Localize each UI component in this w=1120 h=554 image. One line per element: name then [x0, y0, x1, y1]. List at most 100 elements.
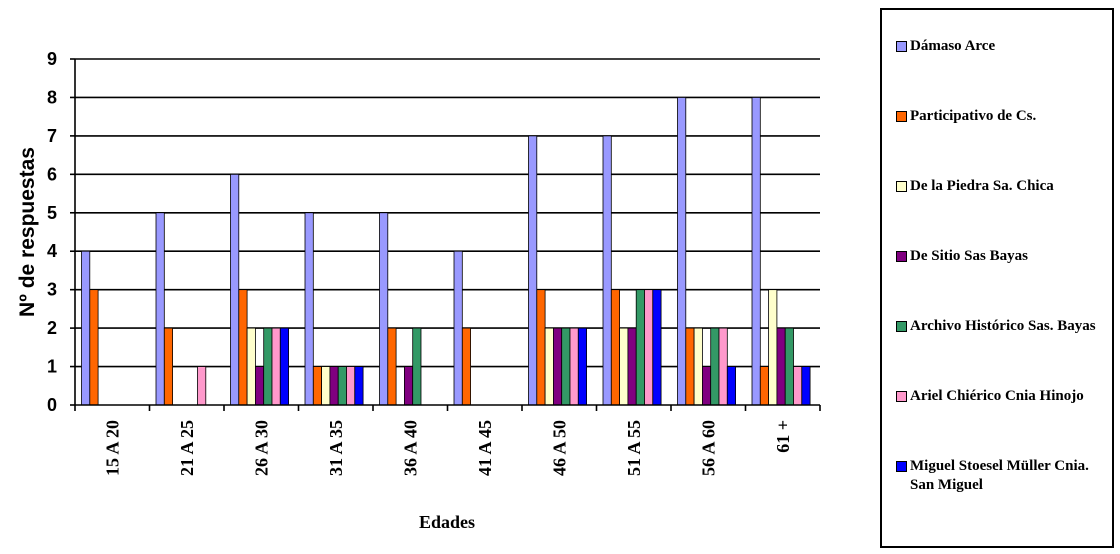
bar	[768, 289, 778, 406]
bar	[627, 327, 637, 406]
legend-label: Participativo de Cs.	[910, 108, 1037, 124]
legend-item: Dámaso Arce	[896, 37, 1112, 56]
y-tick-label: 6	[47, 164, 57, 184]
x-tick-label: 36 A 40	[400, 420, 420, 476]
legend-item: Archivo Histórico Sas. Bayas	[896, 317, 1112, 336]
y-tick-label: 4	[47, 241, 57, 261]
bars	[81, 97, 811, 406]
bar	[254, 366, 265, 406]
x-axis-title: Edades	[419, 512, 475, 532]
bar	[321, 366, 331, 406]
bar	[403, 366, 414, 406]
x-tick-label: 15 A 20	[102, 420, 122, 476]
legend-label: Ariel Chiérico Cnia Hinojo	[910, 388, 1084, 404]
bar	[569, 327, 579, 406]
bar	[536, 289, 546, 406]
bar	[461, 327, 471, 406]
x-tick-label: 26 A 30	[251, 420, 271, 476]
legend-label: Archivo Histórico Sas. Bayas	[910, 318, 1096, 334]
legend-label: Dámaso Arce	[910, 38, 996, 54]
legend-label: Miguel Stoesel Müller Cnia. San Miguel	[910, 458, 1089, 493]
bar	[387, 327, 397, 406]
bar	[693, 327, 703, 406]
bar	[702, 366, 712, 406]
y-tick-label: 1	[47, 357, 57, 377]
bar	[163, 327, 174, 406]
bar	[553, 327, 563, 406]
bar	[263, 327, 273, 406]
bar	[81, 250, 91, 406]
bar	[602, 135, 612, 406]
legend-swatch	[896, 251, 907, 262]
x-tick-label: 56 A 60	[698, 420, 718, 476]
legend-item: Ariel Chiérico Cnia Hinojo	[896, 387, 1112, 406]
bar	[412, 327, 422, 406]
y-tick-label: 0	[47, 395, 57, 415]
x-tick-label: 46 A 50	[549, 420, 569, 476]
bar	[155, 212, 165, 406]
legend-label: De la Piedra Sa. Chica	[910, 178, 1054, 194]
bar	[718, 327, 728, 406]
y-tick-label: 9	[47, 49, 57, 69]
bar-chart: 0 1 2 3 4 5 6 7 8 9 15 A 20 21 A 25 26 A 30 31 A 35 36…	[16, 49, 821, 532]
bar	[710, 327, 720, 406]
y-tick-label: 5	[47, 203, 57, 223]
bar	[271, 327, 281, 406]
bar	[453, 250, 463, 406]
gridlines	[75, 58, 820, 368]
y-tick-label: 8	[47, 87, 57, 107]
x-tick-label: 41 A 45	[475, 420, 495, 476]
legend-item: De Sitio Sas Bayas	[896, 247, 1112, 266]
legend-swatch	[896, 321, 907, 332]
bar	[793, 366, 803, 406]
bar	[610, 289, 620, 406]
axes: 0 1 2 3 4 5 6 7 8 9 15 A 20 21 A 25 26 A 30 31 A 35 36…	[47, 49, 821, 476]
legend-swatch	[896, 111, 907, 122]
legend-label: De Sitio Sas Bayas	[910, 248, 1028, 264]
bar	[784, 327, 794, 406]
legend-item: Participativo de Cs.	[896, 107, 1112, 126]
bar	[677, 97, 687, 406]
legend-swatch	[896, 41, 907, 52]
bar	[759, 366, 769, 406]
y-tick-label: 7	[47, 126, 57, 146]
x-tick-label: 61 +	[773, 420, 793, 453]
bar	[238, 289, 248, 406]
bar	[726, 366, 736, 406]
legend-item: De la Piedra Sa. Chica	[896, 177, 1112, 196]
bar	[544, 327, 554, 406]
bar	[644, 289, 654, 406]
bar	[635, 289, 645, 406]
bar	[337, 366, 347, 406]
bar	[561, 327, 571, 406]
bar	[577, 327, 587, 406]
bar	[776, 327, 786, 406]
bar	[230, 173, 240, 406]
bar	[652, 289, 662, 406]
bar	[246, 327, 256, 406]
bar	[751, 97, 761, 406]
legend-item: Miguel Stoesel Müller Cnia. San Miguel	[896, 457, 1112, 495]
y-tick-label: 2	[47, 318, 57, 338]
x-tick-label: 31 A 35	[326, 420, 346, 476]
x-tick-label: 51 A 55	[624, 420, 644, 476]
bar	[346, 366, 356, 406]
bar	[528, 135, 538, 406]
bar	[197, 366, 207, 406]
legend-swatch	[896, 181, 907, 192]
bar	[312, 366, 322, 406]
bar	[685, 327, 695, 406]
y-axis-title: Nº de respuestas	[16, 147, 39, 317]
bar	[89, 289, 99, 406]
x-tick-label: 21 A 25	[177, 420, 197, 476]
bar	[354, 366, 364, 406]
bar	[279, 327, 289, 406]
bar	[329, 366, 339, 406]
bar	[801, 366, 811, 406]
legend: Dámaso Arce Participativo de Cs. De la Pie…	[880, 8, 1114, 548]
bar	[619, 327, 629, 406]
legend-swatch	[896, 461, 907, 472]
bar	[379, 212, 389, 406]
legend-swatch	[896, 391, 907, 402]
y-tick-label: 3	[47, 280, 57, 300]
